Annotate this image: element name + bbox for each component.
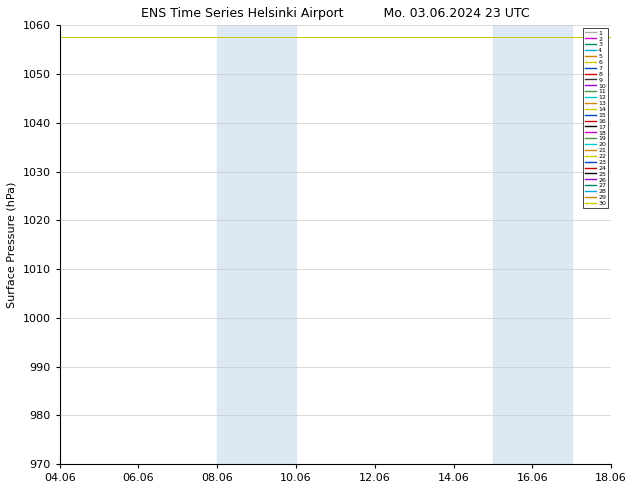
Legend: 1, 2, 3, 4, 5, 6, 7, 8, 9, 10, 11, 12, 13, 14, 15, 16, 17, 18, 19, 20, 21, 22, 2: 1, 2, 3, 4, 5, 6, 7, 8, 9, 10, 11, 12, 1… xyxy=(583,28,608,208)
Title: ENS Time Series Helsinki Airport          Mo. 03.06.2024 23 UTC: ENS Time Series Helsinki Airport Mo. 03.… xyxy=(141,7,530,20)
Bar xyxy=(217,25,296,464)
Y-axis label: Surface Pressure (hPa): Surface Pressure (hPa) xyxy=(7,181,17,308)
Bar xyxy=(493,25,572,464)
